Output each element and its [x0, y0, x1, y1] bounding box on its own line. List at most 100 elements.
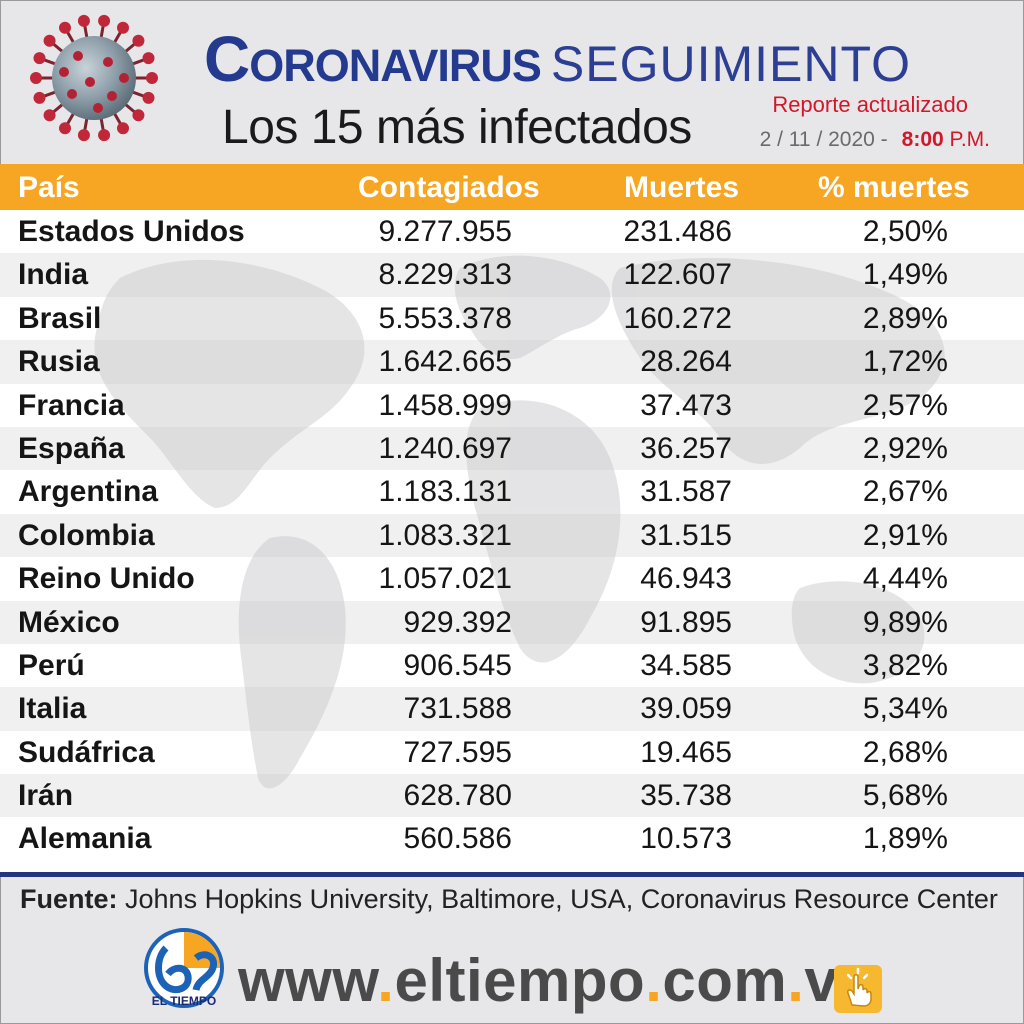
report-time: 8:00 — [901, 128, 944, 151]
cell-deaths: 10.573 — [640, 822, 732, 856]
data-table: País Contagiados Muertes % muertes Estad… — [0, 164, 1024, 872]
cell-deaths: 28.264 — [640, 345, 732, 379]
cell-death-pct: 2,57% — [862, 388, 948, 422]
cell-country: Rusia — [18, 345, 100, 379]
cell-cases: 8.229.313 — [378, 258, 512, 292]
virus-surface-protein — [107, 91, 117, 101]
table-row: Francia 1.458.999 37.473 2,57% — [0, 384, 1024, 427]
cell-death-pct: 1,49% — [862, 258, 948, 292]
url-dot: . — [787, 947, 805, 1014]
cell-death-pct: 2,50% — [862, 215, 948, 248]
url-dot: . — [645, 947, 663, 1014]
cell-deaths: 231.486 — [623, 215, 732, 248]
cell-deaths: 46.943 — [640, 562, 732, 596]
virus-spike-tip — [142, 52, 155, 65]
virus-surface-protein — [59, 67, 69, 77]
cell-death-pct: 2,91% — [862, 518, 948, 552]
cell-country: Perú — [18, 648, 85, 682]
virus-spike-tip — [132, 109, 145, 122]
cell-country: Irán — [18, 779, 74, 813]
col-header-deaths: Muertes — [624, 171, 740, 204]
cell-country: España — [18, 431, 125, 465]
cell-death-pct: 9,89% — [862, 605, 948, 639]
virus-surface-protein — [73, 51, 83, 61]
cell-cases: 727.595 — [403, 735, 512, 769]
el-tiempo-logo — [144, 928, 224, 1008]
cell-country: Estados Unidos — [18, 215, 245, 248]
cell-cases: 1.642.665 — [378, 345, 512, 379]
cell-cases: 906.545 — [403, 648, 512, 682]
virus-spike-tip — [30, 72, 42, 84]
table-row: Reino Unido 1.057.021 46.943 4,44% — [0, 557, 1024, 600]
virus-surface-protein — [85, 77, 95, 87]
cell-deaths: 39.059 — [640, 692, 732, 726]
report-datetime: 2 / 11 / 2020 - 8:00 P.M. — [760, 128, 990, 152]
cell-deaths: 36.257 — [640, 431, 732, 465]
virus-spike-tip — [33, 91, 46, 104]
cell-deaths: 160.272 — [623, 301, 732, 335]
cell-cases: 1.240.697 — [378, 431, 512, 465]
virus-spike-tip — [77, 14, 90, 27]
cell-country: Brasil — [18, 301, 102, 335]
col-header-cases: Contagiados — [358, 171, 540, 204]
table-row: Brasil 5.553.378 160.272 2,89% — [0, 297, 1024, 340]
source-text: Johns Hopkins University, Baltimore, USA… — [125, 884, 998, 914]
cell-cases: 560.586 — [403, 822, 512, 856]
col-header-country: País — [18, 171, 80, 204]
source-label: Fuente: — [20, 884, 118, 914]
table-row: Colombia 1.083.321 31.515 2,91% — [0, 513, 1024, 558]
url-com: com — [662, 947, 788, 1014]
cell-deaths: 35.738 — [640, 779, 732, 813]
cell-death-pct: 5,34% — [862, 692, 948, 726]
source-note: Fuente: Johns Hopkins University, Baltim… — [20, 884, 998, 915]
virus-spike-tip — [117, 21, 129, 34]
cell-cases: 5.553.378 — [378, 301, 512, 335]
cell-deaths: 37.473 — [640, 388, 732, 422]
cell-death-pct: 2,89% — [862, 301, 948, 335]
table-row: Perú 906.545 34.585 3,82% — [0, 644, 1024, 687]
page-title: Coronavirus SEGUIMIENTO — [204, 22, 911, 96]
virus-spike-tip — [43, 34, 56, 47]
table-row: España 1.240.697 36.257 2,92% — [0, 426, 1024, 471]
cell-deaths: 91.895 — [640, 605, 732, 639]
cell-death-pct: 2,92% — [862, 431, 948, 465]
cell-death-pct: 1,89% — [862, 822, 948, 856]
table-row: Argentina 1.183.131 31.587 2,67% — [0, 470, 1024, 513]
cell-death-pct: 1,72% — [862, 345, 948, 379]
cell-country: Francia — [18, 388, 125, 422]
cell-cases: 1.183.131 — [378, 475, 512, 509]
cell-deaths: 122.607 — [623, 258, 732, 292]
cell-deaths: 19.465 — [640, 735, 732, 769]
table-row: Irán 628.780 35.738 5,68% — [0, 774, 1024, 818]
table-header: País Contagiados Muertes % muertes — [0, 164, 1024, 210]
virus-spike-tip — [98, 129, 111, 142]
cell-death-pct: 2,67% — [862, 475, 948, 509]
cell-country: Reino Unido — [18, 562, 195, 596]
virus-spike-tip — [43, 109, 56, 122]
cell-country: Alemania — [18, 822, 152, 856]
table-row: Estados Unidos 9.277.955 231.486 2,50% — [0, 210, 1024, 253]
cell-country: México — [18, 605, 120, 639]
divider — [0, 872, 1024, 877]
website-url[interactable]: www.eltiempo.com.ve — [238, 946, 872, 1015]
table-row: Italia 731.588 39.059 5,34% — [0, 687, 1024, 731]
cell-death-pct: 3,82% — [862, 648, 948, 682]
virus-surface-protein — [119, 73, 129, 83]
virus-spike-tip — [77, 129, 90, 142]
table-row: Sudáfrica 727.595 19.465 2,68% — [0, 731, 1024, 774]
cell-cases: 628.780 — [403, 779, 512, 813]
cell-death-pct: 5,68% — [862, 779, 948, 813]
virus-surface-protein — [67, 89, 77, 99]
virus-spike-tip — [59, 122, 71, 135]
coronavirus-illustration — [30, 14, 158, 142]
table-row: México 929.392 91.895 9,89% — [0, 600, 1024, 644]
col-header-death-pct: % muertes — [818, 171, 970, 204]
title-seguimiento: SEGUIMIENTO — [550, 36, 912, 92]
cell-cases: 731.588 — [403, 692, 512, 726]
cell-cases: 1.458.999 — [378, 388, 512, 422]
virus-spike-tip — [98, 14, 111, 27]
report-updated-label: Reporte actualizado — [772, 92, 968, 117]
table-row: Rusia 1.642.665 28.264 1,72% — [0, 340, 1024, 384]
table-body: Estados Unidos 9.277.955 231.486 2,50% India… — [0, 210, 1024, 861]
cell-death-pct: 4,44% — [862, 562, 948, 596]
